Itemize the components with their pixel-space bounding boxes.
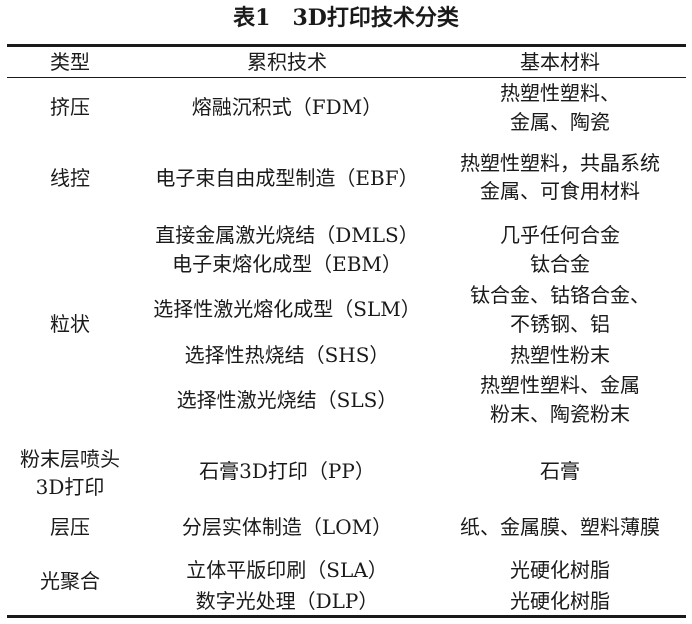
type-cell: 粒状	[50, 312, 90, 336]
material-cell: 石膏	[540, 459, 580, 483]
header-technique: 累积技术	[247, 50, 327, 74]
material-cell: 金属、可食用材料	[480, 179, 640, 203]
material-cell: 钛合金	[530, 252, 590, 276]
tech-cell: 选择性热烧结（SHS）	[184, 343, 390, 367]
tech-cell: 直接金属激光烧结（DMLS）	[155, 223, 419, 247]
type-cell: 粉末层喷头	[20, 447, 120, 471]
header-type: 类型	[50, 50, 90, 74]
header-material: 基本材料	[520, 50, 600, 74]
type-cell: 线控	[50, 166, 90, 190]
header-rule	[7, 77, 686, 78]
tech-cell: 电子束自由成型制造（EBF）	[155, 166, 419, 190]
type-cell: 层压	[50, 515, 90, 539]
material-cell: 粉末、陶瓷粉末	[490, 402, 630, 426]
type-cell: 3D打印	[35, 475, 105, 499]
table-title: 表1 3D打印技术分类	[233, 5, 459, 31]
material-cell: 光硬化树脂	[510, 558, 610, 582]
material-cell: 纸、金属膜、塑料薄膜	[460, 515, 660, 539]
tech-cell: 立体平版印刷（SLA）	[186, 558, 388, 582]
material-cell: 热塑性塑料、	[500, 81, 620, 105]
tech-cell: 电子束熔化成型（EBM）	[172, 252, 402, 276]
type-cell: 光聚合	[40, 569, 100, 593]
tech-cell: 数字光处理（DLP）	[195, 589, 379, 613]
tech-cell: 石膏3D打印（PP）	[199, 459, 375, 483]
material-cell: 热塑性塑料，共晶系统	[460, 151, 660, 175]
material-cell: 热塑性粉末	[510, 343, 610, 367]
material-cell: 金属、陶瓷	[510, 110, 610, 134]
material-cell: 不锈钢、铝	[510, 312, 610, 336]
tech-cell: 熔融沉积式（FDM）	[191, 95, 383, 119]
top-rule	[7, 44, 686, 47]
material-cell: 光硬化树脂	[510, 589, 610, 613]
bottom-rule	[7, 615, 686, 618]
material-cell: 钛合金、钴铬合金、	[470, 283, 650, 307]
material-cell: 几乎任何合金	[500, 223, 620, 247]
tech-cell: 选择性激光烧结（SLS）	[176, 388, 398, 412]
tech-cell: 分层实体制造（LOM）	[181, 515, 393, 539]
material-cell: 热塑性塑料、金属	[480, 373, 640, 397]
tech-cell: 选择性激光熔化成型（SLM）	[153, 297, 421, 321]
type-cell: 挤压	[50, 95, 90, 119]
